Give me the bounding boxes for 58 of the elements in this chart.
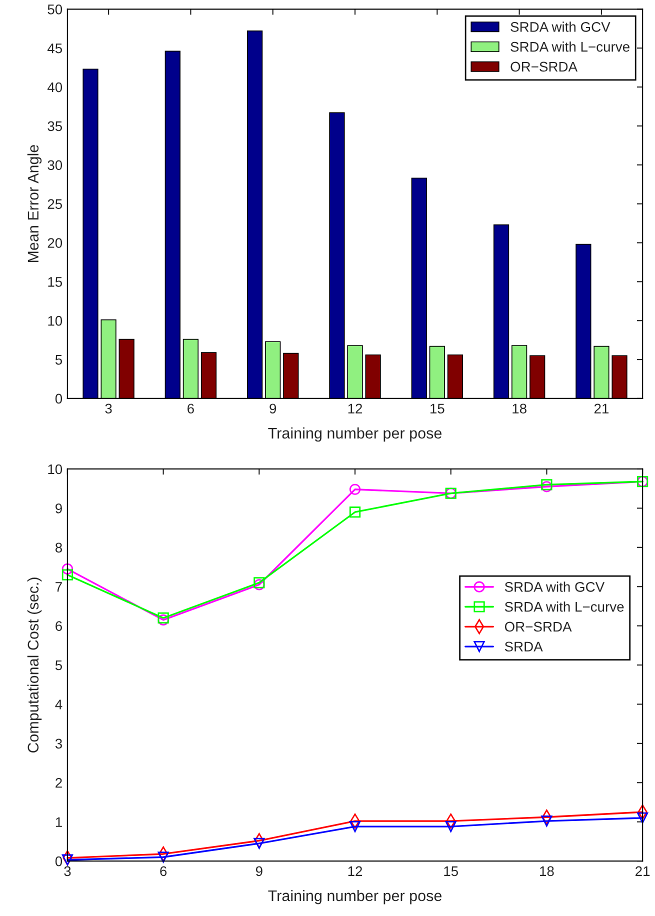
x-tick-label: 12 (348, 866, 362, 876)
x-tick-label: 6 (160, 866, 167, 876)
legend-label: SRDA with GCV (504, 582, 605, 592)
y-axis-title: Computational Cost (sec.) (27, 578, 42, 753)
y-tick-label: 10 (48, 464, 62, 474)
y-tick-label: 35 (48, 121, 62, 132)
y-tick-label: 0 (55, 394, 62, 404)
x-tick-label: 21 (636, 866, 650, 876)
y-tick-label: 5 (55, 660, 62, 670)
y-tick-label: 6 (56, 621, 62, 631)
legend-label: SRDA (504, 642, 543, 652)
x-tick-label: 18 (512, 404, 526, 414)
point (62, 569, 74, 580)
y-tick-label: 7 (56, 582, 62, 592)
y-tick-label: 8 (55, 542, 62, 553)
legend-label: OR−SRDA (504, 622, 572, 632)
legend-label: OR−SRDA (510, 62, 578, 72)
x-tick-label: 21 (594, 404, 609, 414)
legend-label: SRDA with L−curve (510, 42, 630, 52)
x-tick-label: 12 (348, 404, 362, 414)
y-tick-label: 40 (47, 82, 62, 92)
point (349, 484, 361, 495)
point (62, 854, 74, 866)
y-tick-label: 2 (56, 778, 62, 788)
y-tick-label: 10 (48, 316, 62, 326)
point (62, 563, 74, 575)
legend-label: SRDA with GCV (510, 22, 610, 32)
x-tick-label: 15 (444, 866, 458, 876)
y-tick-label: 50 (48, 4, 62, 14)
y-tick-label: 45 (47, 44, 62, 54)
x-tick-label: 3 (105, 404, 112, 414)
point (445, 820, 456, 832)
x-tick-label: 9 (270, 404, 276, 414)
y-tick-label: 5 (55, 355, 62, 365)
y-tick-label: 3 (55, 738, 62, 749)
y-tick-label: 30 (48, 160, 62, 170)
y-axis-title: Mean Error Angle (27, 145, 42, 262)
legend-label: SRDA with L−curve (504, 602, 624, 612)
point (349, 820, 361, 832)
point (349, 506, 361, 518)
y-tick-label: 20 (48, 238, 62, 248)
y-tick-label: 9 (56, 504, 62, 514)
point (158, 852, 169, 863)
y-tick-label: 25 (48, 199, 62, 209)
point (254, 838, 265, 849)
point (637, 812, 648, 824)
y-tick-label: 15 (48, 277, 62, 287)
y-tick-label: 1 (56, 817, 62, 827)
y-tick-label: 4 (55, 700, 62, 710)
x-axis-title: Training number per pose (268, 427, 442, 442)
x-axis-title: Training number per pose (268, 890, 442, 904)
y-tick-label: 0 (55, 856, 62, 866)
point (541, 815, 552, 827)
x-tick-label: 3 (64, 866, 71, 876)
x-tick-label: 18 (540, 866, 554, 876)
x-tick-label: 6 (188, 404, 194, 414)
x-tick-label: 9 (256, 866, 262, 876)
x-tick-label: 15 (430, 404, 444, 414)
